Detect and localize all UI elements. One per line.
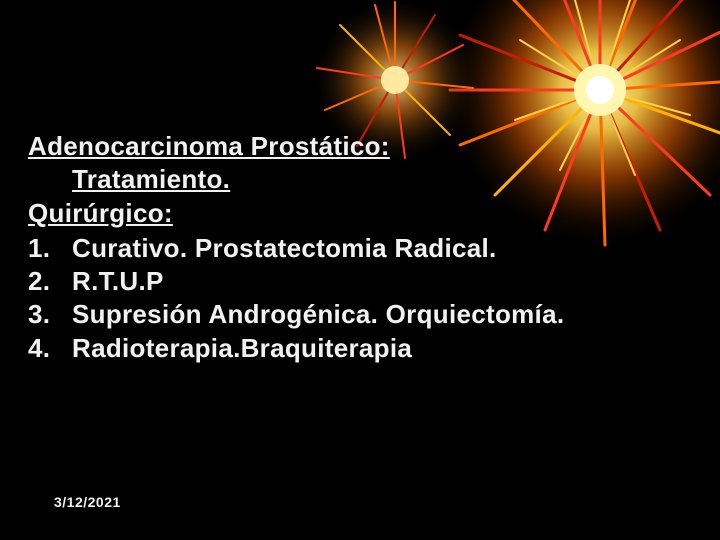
list-number: 3. [28,298,72,331]
title-line-2: Tratamiento. [28,163,680,196]
list-text: R.T.U.P [72,265,680,298]
list-number: 4. [28,332,72,365]
slide-date: 3/12/2021 [54,494,121,510]
list-text: Curativo. Prostatectomia Radical. [72,232,680,265]
treatment-list: 1. Curativo. Prostatectomia Radical. 2. … [28,232,680,365]
list-number: 1. [28,232,72,265]
list-item: 1. Curativo. Prostatectomia Radical. [28,232,680,265]
list-item: 2. R.T.U.P [28,265,680,298]
list-item: 3. Supresión Androgénica. Orquiectomía. [28,298,680,331]
subtitle: Quirúrgico: [28,197,680,230]
slide-text: Adenocarcinoma Prostático: Tratamiento. … [28,130,680,365]
list-text: Radioterapia.Braquiterapia [72,332,680,365]
list-number: 2. [28,265,72,298]
list-item: 4. Radioterapia.Braquiterapia [28,332,680,365]
title-line-1: Adenocarcinoma Prostático: [28,130,680,163]
list-text: Supresión Androgénica. Orquiectomía. [72,298,680,331]
